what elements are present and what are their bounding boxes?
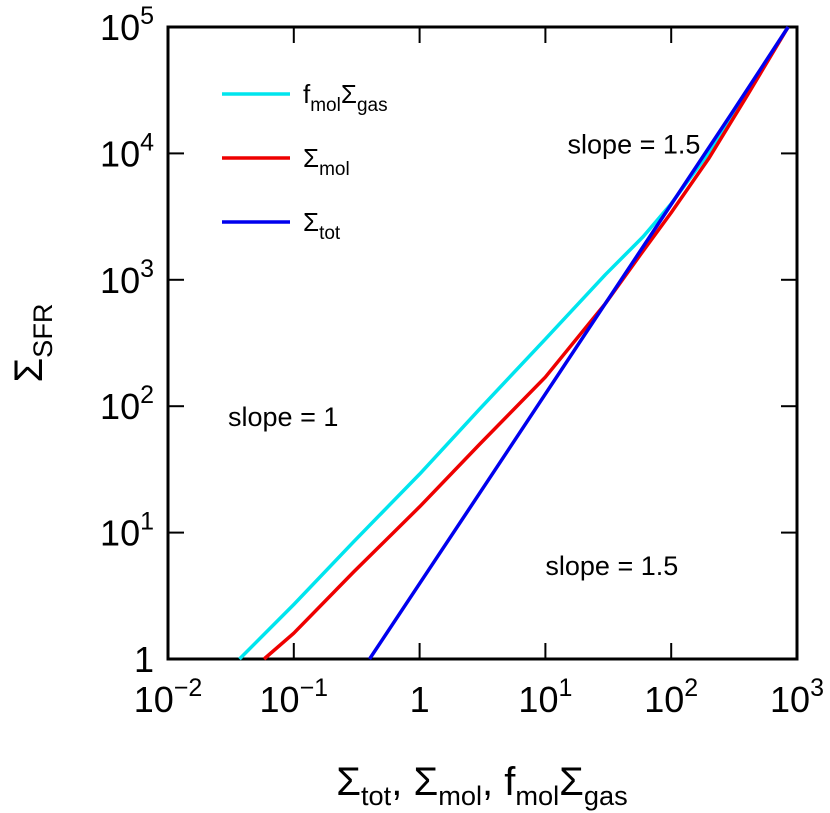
y-tick-label-4: 104 (100, 128, 154, 174)
legend-label-0: fmolΣgas (303, 79, 388, 116)
annotations: slope = 1.5 slope = 1 slope = 1.5 (228, 129, 700, 581)
tick-marks (167, 26, 798, 660)
x-axis-title: Σtot, Σmol, fmolΣgas (336, 760, 628, 811)
y-tick-label-1: 101 (100, 508, 154, 554)
annotation-1: slope = 1 (228, 402, 338, 432)
legend-label-1: Σmol (303, 143, 350, 180)
x-tick-label-4: 102 (644, 674, 698, 720)
series-line-0 (238, 26, 790, 661)
legend-label-2: Σtot (303, 207, 341, 244)
y-tick-label-0: 1 (134, 639, 154, 680)
series-line-1 (262, 26, 790, 661)
x-tick-label-1: 10−1 (260, 674, 329, 720)
series-line-2 (368, 26, 790, 660)
y-axis-title: ΣSFR (7, 303, 58, 382)
x-tick-label-0: 10−2 (134, 674, 203, 720)
y-tick-label-2: 102 (100, 381, 154, 427)
plot-frame (166, 25, 799, 661)
series-lines (238, 26, 790, 661)
x-tick-label-3: 101 (518, 674, 572, 720)
y-tick-label-3: 103 (100, 255, 154, 301)
y-tick-label-5: 105 (100, 2, 154, 48)
x-tick-label-2: 1 (410, 679, 430, 720)
x-tick-label-5: 103 (770, 674, 824, 720)
x-tick-labels: 10−2 10−1 1 101 102 103 (134, 674, 824, 720)
annotation-2: slope = 1.5 (545, 551, 678, 581)
legend: fmolΣgas Σmol Σtot (222, 79, 388, 244)
y-tick-labels: 1 101 102 103 104 105 (100, 2, 154, 680)
annotation-0: slope = 1.5 (568, 129, 701, 159)
